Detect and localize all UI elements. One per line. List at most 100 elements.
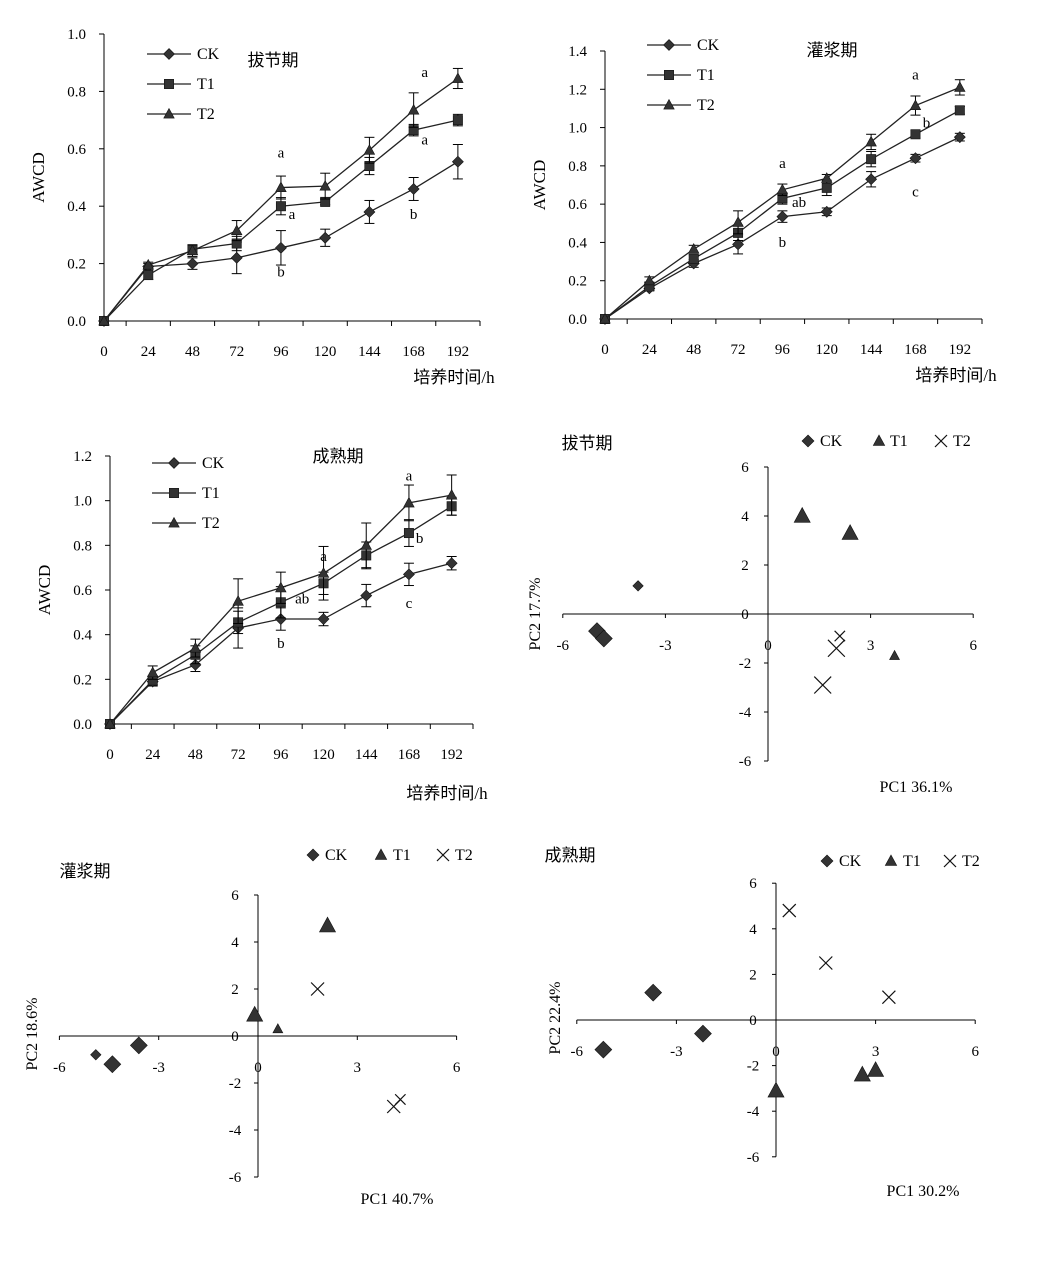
- data-point: [360, 539, 372, 550]
- legend-marker: [663, 98, 675, 110]
- legend-marker: [306, 848, 320, 862]
- data-point: [142, 258, 154, 270]
- significance-label: a: [406, 469, 413, 485]
- legend-marker: [872, 434, 886, 446]
- y-tick-label-zero: 0: [749, 1013, 757, 1029]
- data-point: [821, 172, 833, 183]
- legend-label: CK: [325, 847, 348, 864]
- x-tick-label: 144: [355, 747, 378, 763]
- significance-label: a: [289, 207, 296, 223]
- y-tick-label: 0.4: [73, 628, 92, 644]
- data-point: [865, 135, 877, 147]
- legend-label: CK: [202, 455, 225, 472]
- x-tick-label: 96: [775, 342, 791, 358]
- y-tick-label: 1.2: [73, 449, 92, 465]
- data-point: [818, 956, 833, 970]
- chart-panel-6: -6 -3 0 3 6 -6 -4 -2 2 4 6 0 成熟期 PC2 22.4% PC1 30.2% CK…: [545, 845, 980, 1200]
- data-point: [841, 524, 859, 540]
- y-tick-label: 0.0: [73, 717, 92, 733]
- significance-label: b: [923, 116, 931, 132]
- x-tick-label: 144: [358, 344, 381, 360]
- data-point: [889, 649, 900, 660]
- legend-marker: [820, 854, 834, 868]
- series-t2: [310, 982, 406, 1114]
- data-point: [104, 717, 116, 729]
- y-tick-label: 1.4: [568, 44, 587, 60]
- significance-label: a: [421, 65, 428, 81]
- data-point: [632, 580, 644, 592]
- x-tick-label: 6: [453, 1060, 461, 1076]
- data-point: [782, 903, 797, 918]
- chart-title: 拔节期: [248, 51, 299, 70]
- y-tick-label: 1.0: [67, 27, 86, 43]
- y-tick-label: -6: [739, 754, 752, 770]
- data-point: [853, 1065, 871, 1082]
- x-tick-label: 96: [273, 747, 289, 763]
- y-tick-label: -4: [747, 1104, 760, 1120]
- data-point: [599, 312, 611, 324]
- y-tick-label: 0.6: [67, 142, 86, 158]
- significance-label: c: [912, 184, 919, 200]
- data-point: [643, 274, 656, 286]
- x-tick-label: 24: [145, 747, 161, 763]
- data-point: [319, 179, 331, 191]
- x-axis-label: 培养时间/h: [915, 366, 997, 385]
- data-point: [813, 676, 832, 694]
- y-axis-label: PC2 17.7%: [527, 578, 544, 651]
- legend-label: CK: [839, 853, 862, 870]
- data-point: [954, 105, 965, 116]
- x-tick-label: -3: [152, 1060, 165, 1076]
- significance-label: b: [277, 265, 285, 281]
- data-point: [317, 567, 330, 578]
- y-tick-label: 2: [231, 982, 239, 998]
- series-ck: [98, 143, 464, 327]
- x-tick-label: 144: [860, 342, 883, 358]
- y-tick-label: 1.0: [73, 494, 92, 510]
- y-tick-label: 4: [741, 509, 749, 525]
- y-axis-label: PC2 22.4%: [547, 982, 564, 1055]
- chart-panel-2: 0.0 0.2 0.4 0.6 0.8 1.0 1.2 1.4 0 24 48 72 96 120 144 1…: [530, 37, 997, 385]
- x-tick-label: 168: [398, 747, 421, 763]
- x-tick-label: 0: [772, 1044, 780, 1060]
- series-t2: [104, 474, 458, 729]
- data-point: [776, 183, 789, 195]
- data-point: [90, 1049, 102, 1061]
- data-point: [445, 488, 458, 500]
- data-point: [451, 155, 464, 168]
- significance-label: a: [912, 68, 919, 84]
- data-point: [821, 182, 832, 193]
- data-point: [732, 238, 744, 251]
- significance-label: ab: [295, 591, 309, 607]
- legend-label: CK: [820, 433, 843, 450]
- x-tick-label: 48: [686, 342, 701, 358]
- data-point: [403, 568, 415, 581]
- y-tick-label: 4: [749, 922, 757, 938]
- data-point: [230, 251, 243, 264]
- data-point: [909, 152, 922, 165]
- chart-panel-5: -6 -3 0 3 6 -6 -4 -2 2 4 6 0 灌浆期 PC2 18.6% PC1 40.7% CK…: [24, 847, 473, 1208]
- legend-label: CK: [197, 46, 220, 63]
- y-tick-label: 2: [749, 967, 757, 983]
- legend-marker: [168, 516, 180, 528]
- data-point: [317, 613, 330, 625]
- legend-marker: [801, 434, 815, 448]
- x-axis-label: PC1 30.2%: [887, 1183, 960, 1200]
- data-point: [452, 72, 464, 83]
- data-point: [186, 257, 199, 270]
- legend-marker: [164, 79, 174, 89]
- data-point: [687, 242, 700, 254]
- data-point: [867, 1061, 885, 1077]
- y-tick-label: 6: [231, 888, 239, 904]
- y-tick-label: 0.8: [67, 84, 86, 100]
- series-t2: [813, 630, 846, 694]
- y-tick-label: 0.8: [568, 159, 587, 175]
- legend-marker: [374, 848, 388, 860]
- x-axis-label: PC1 36.1%: [880, 779, 953, 796]
- legend-label: T2: [697, 97, 715, 114]
- x-tick-label: 192: [440, 747, 463, 763]
- y-tick-label: 1.2: [568, 82, 587, 98]
- legend-marker: [934, 434, 948, 448]
- legend-label: T1: [393, 847, 411, 864]
- x-tick-label: 72: [231, 747, 246, 763]
- data-point: [865, 173, 878, 186]
